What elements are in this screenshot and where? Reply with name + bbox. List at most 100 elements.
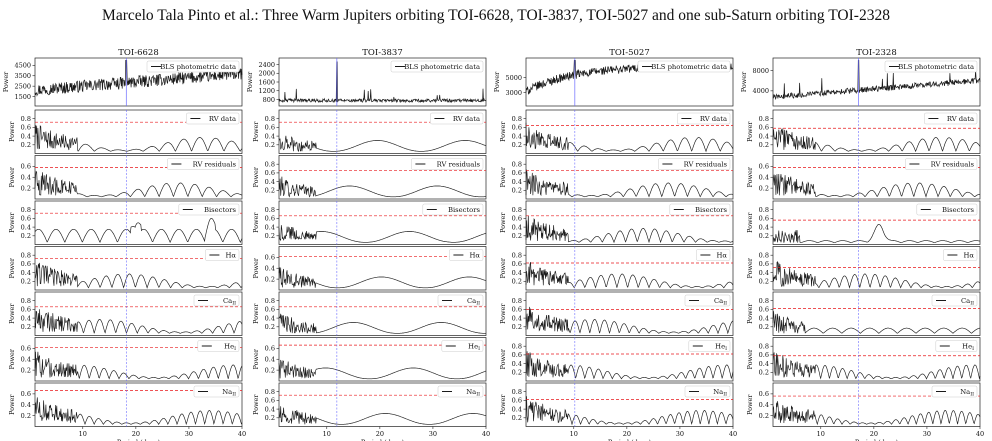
ytick-label: 0.8 — [759, 252, 769, 260]
xtick-label: 40 — [729, 430, 737, 438]
periodogram-line — [278, 359, 487, 380]
ytick-label: 0.4 — [759, 132, 769, 140]
y-axis-label: Power — [252, 303, 260, 324]
legend-box — [637, 60, 731, 73]
ytick-label: 0.2 — [759, 278, 769, 286]
periodogram-line — [34, 397, 243, 426]
subplot-4: 0.20.40.60.8 Power Hα — [746, 246, 981, 291]
ytick-label: 0.2 — [265, 275, 275, 283]
ytick-label: 0.4 — [759, 360, 769, 368]
legend-label: Bisectors — [204, 206, 237, 214]
periodogram-line — [772, 173, 980, 198]
legend-box — [167, 158, 240, 170]
ytick-label: 0.4 — [759, 223, 769, 231]
bls-ytick-label: 2400 — [258, 61, 275, 69]
legend-label: RV data — [947, 115, 974, 123]
subplot-1: 0.20.40.60.8 Power RV data — [746, 109, 981, 154]
legend-label: Hα — [963, 252, 974, 260]
legend-label: Bisectors — [448, 206, 481, 214]
subplot-7: 0.20.40.60.8 Power NaII — [252, 382, 487, 427]
ytick-label: 0.6 — [21, 306, 31, 314]
axes-frame — [525, 246, 734, 291]
ytick-label: 0.6 — [512, 351, 522, 359]
y-axis-label: Power — [746, 257, 754, 278]
periodogram-line — [278, 225, 487, 243]
xtick-label: 30 — [676, 430, 684, 438]
periodogram-line — [525, 306, 734, 335]
ytick-label: 0.4 — [265, 132, 275, 140]
y-axis-label: Power — [499, 121, 507, 142]
periodogram-line — [525, 351, 734, 380]
legend-box — [943, 249, 978, 261]
ytick-label: 0.2 — [21, 366, 31, 374]
bls-ytick-label: 4500 — [14, 62, 31, 70]
periodogram-line — [278, 176, 486, 198]
subplot-6: 0.20.40.60.8 Power HeI — [746, 337, 981, 382]
legend-box — [193, 294, 240, 307]
y-axis-label: Power — [2, 71, 10, 92]
periodogram-line — [278, 267, 487, 289]
legend-box — [430, 112, 484, 125]
y-axis-label: Power — [8, 166, 16, 187]
legend-box — [884, 60, 978, 73]
legend-box — [437, 294, 484, 307]
ytick-label: 0.4 — [265, 223, 275, 231]
ytick-label: 0.2 — [512, 278, 522, 286]
ytick-label: 0.8 — [265, 388, 275, 396]
x-axis-label: Period (days) — [361, 439, 405, 441]
y-axis-label: Power — [499, 257, 507, 278]
subplot-6: 0.20.40.60.8 Power HeI — [499, 337, 734, 382]
ytick-label: 0.6 — [759, 390, 769, 398]
subplot-1: 0.20.40.60.8 Power RV data — [499, 109, 734, 154]
ytick-label: 0.2 — [759, 232, 769, 240]
ytick-label: 0.4 — [21, 174, 31, 182]
ytick-label: 0.4 — [21, 223, 31, 231]
ytick-label: 0.8 — [21, 297, 31, 305]
ytick-label: 0.6 — [21, 260, 31, 268]
ytick-label: 0.4 — [21, 401, 31, 409]
xtick-label: 20 — [376, 430, 384, 438]
axes-frame — [772, 200, 981, 245]
legend-box — [684, 294, 731, 307]
ytick-label: 0.8 — [512, 252, 522, 260]
periodogram-line — [525, 169, 734, 198]
ytick-label: 0.4 — [759, 314, 769, 322]
xtick-label: 20 — [623, 430, 631, 438]
y-axis-label: Power — [746, 303, 754, 324]
periodogram-line — [772, 311, 981, 334]
ytick-label: 0.4 — [21, 132, 31, 140]
xtick-label: 10 — [79, 430, 87, 438]
ytick-label: 0.2 — [512, 187, 522, 195]
legend-label: Bisectors — [942, 206, 975, 214]
axes-frame — [525, 291, 734, 336]
periodogram-line — [772, 128, 981, 153]
y-axis-label: Power — [252, 348, 260, 369]
y-axis-label: Power — [499, 212, 507, 233]
subplot-2: 0.20.40.60.8 Power RV residuals — [252, 155, 487, 200]
legend-box — [924, 112, 978, 125]
axes-frame — [772, 337, 981, 382]
subplot-5: 0.20.40.60.8 Power CaII — [252, 291, 487, 336]
ytick-label: 0.6 — [512, 306, 522, 314]
legend-label: RV data — [453, 115, 480, 123]
ytick-label: 0.4 — [512, 405, 522, 413]
axes-frame — [278, 155, 487, 200]
ytick-label: 0.4 — [512, 132, 522, 140]
periodogram-line — [34, 309, 243, 334]
legend-box — [688, 340, 731, 352]
ytick-label: 0.6 — [512, 124, 522, 132]
ytick-label: 0.8 — [759, 206, 769, 214]
legend-label: Hα — [716, 252, 727, 260]
periodogram-line — [34, 262, 243, 289]
y-axis-label: Power — [252, 394, 260, 415]
bls-ytick-label: 4000 — [752, 87, 769, 95]
axes-frame — [525, 337, 734, 382]
axes-frame — [34, 246, 243, 291]
axes-frame — [278, 109, 487, 154]
legend-label: NaII — [960, 388, 974, 398]
xtick-label: 40 — [482, 430, 490, 438]
legend-label: HeI — [224, 343, 236, 353]
bls-periodogram-line — [278, 61, 487, 104]
ytick-label: 0.2 — [21, 323, 31, 331]
legend-label: Hα — [469, 252, 480, 260]
